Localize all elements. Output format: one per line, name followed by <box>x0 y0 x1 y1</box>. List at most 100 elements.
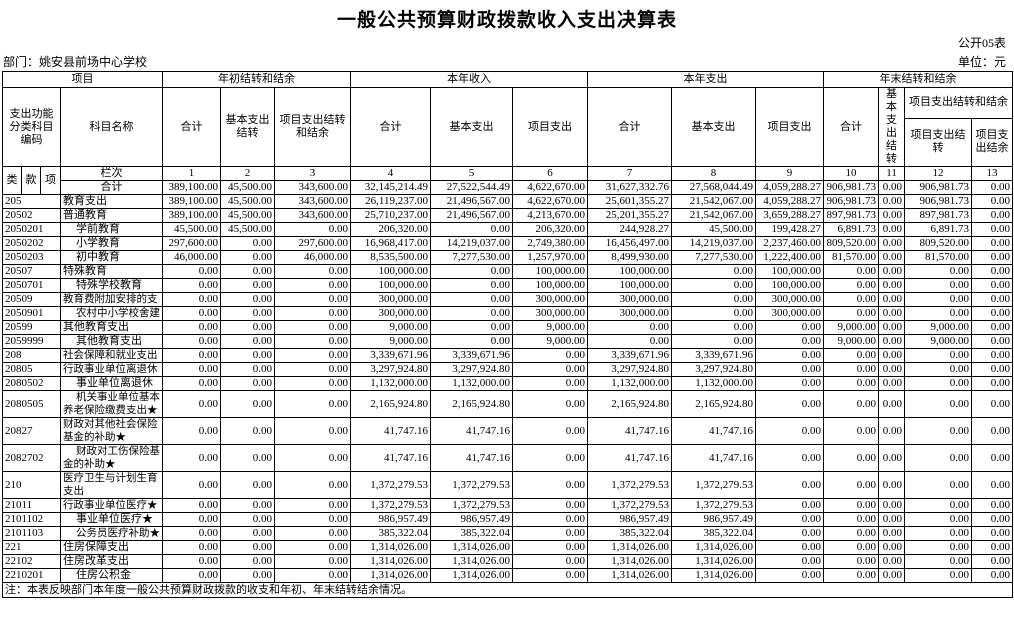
row-value-cell: 0.00 <box>671 320 757 335</box>
row-value-cell: 0.00 <box>878 236 906 251</box>
row-value-cell: 906,981.73 <box>823 180 880 195</box>
row-value-cell: 0.00 <box>971 526 1014 541</box>
row-value-cell: 0.00 <box>162 471 221 499</box>
row-value-cell: 0.00 <box>904 554 973 569</box>
row-value-cell: 1,314,026.00 <box>430 554 514 569</box>
row-value-cell: 0.00 <box>904 568 973 583</box>
row-value-cell: 0.00 <box>220 362 275 377</box>
row-value-cell: 4,622,670.00 <box>512 180 589 195</box>
row-value-cell: 385,322.04 <box>671 526 757 541</box>
row-value-cell: 809,520.00 <box>904 236 973 251</box>
row-value-cell: 0.00 <box>904 348 973 363</box>
row-value-cell: 41,747.16 <box>587 417 673 445</box>
row-value-cell: 0.00 <box>273 348 352 363</box>
row-name-cell: 住房保障支出 <box>60 540 163 555</box>
row-name-cell: 特殊学校教育 <box>60 278 163 293</box>
row-value-cell: 0.00 <box>162 320 221 335</box>
row-value-cell: 0.00 <box>878 194 906 209</box>
row-value-cell: 0.00 <box>971 498 1014 513</box>
table-row: 210 医疗卫生与计划生育支出 0.00 0.00 0.00 1,372,279.53 1,… <box>2 471 1014 499</box>
header-col-5: 基本支出 <box>430 87 514 167</box>
row-value-cell: 27,522,544.49 <box>430 180 514 195</box>
row-value-cell: 389,100.00 <box>162 194 221 209</box>
row-value-cell: 0.00 <box>755 334 825 349</box>
row-value-cell: 1,372,279.53 <box>350 471 432 499</box>
row-value-cell: 0.00 <box>755 362 825 377</box>
row-value-cell: 0.00 <box>878 250 906 265</box>
row-name-cell: 事业单位医疗★ <box>60 512 163 527</box>
row-value-cell: 81,570.00 <box>904 250 973 265</box>
table-row: 2082702 财政对工伤保险基金的补助★ 0.00 0.00 0.00 41,747.1… <box>2 444 1014 472</box>
row-value-cell: 0.00 <box>971 180 1014 195</box>
row-value-cell: 0.00 <box>220 292 275 307</box>
header-col-10: 合计 <box>823 87 880 167</box>
row-value-cell: 0.00 <box>273 264 352 279</box>
row-value-cell: 3,297,924.80 <box>587 362 673 377</box>
row-value-cell: 0.00 <box>823 362 880 377</box>
row-value-cell: 0.00 <box>671 278 757 293</box>
row-value-cell: 0.00 <box>162 334 221 349</box>
row-value-cell: 297,600.00 <box>273 236 352 251</box>
row-value-cell: 0.00 <box>823 512 880 527</box>
row-value-cell: 100,000.00 <box>512 264 589 279</box>
code-sub-class: 类 <box>2 166 22 195</box>
row-value-cell: 100,000.00 <box>350 264 432 279</box>
row-value-cell: 9,000.00 <box>350 320 432 335</box>
row-value-cell: 0.00 <box>823 540 880 555</box>
row-value-cell: 0.00 <box>273 292 352 307</box>
table-row: 2080502 事业单位离退休 0.00 0.00 0.00 1,132,000.00 1,… <box>2 376 1014 391</box>
row-value-cell: 0.00 <box>904 512 973 527</box>
row-value-cell: 0.00 <box>878 180 906 195</box>
row-value-cell: 0.00 <box>755 417 825 445</box>
row-value-cell: 9,000.00 <box>823 334 880 349</box>
row-value-cell: 0.00 <box>971 390 1014 418</box>
row-value-cell: 0.00 <box>971 512 1014 527</box>
row-value-cell: 0.00 <box>904 264 973 279</box>
row-code-cell: 20507 <box>2 264 61 279</box>
row-value-cell: 0.00 <box>273 498 352 513</box>
row-value-cell: 0.00 <box>878 320 906 335</box>
row-value-cell: 0.00 <box>878 348 906 363</box>
row-value-cell: 0.00 <box>878 306 906 321</box>
row-value-cell: 0.00 <box>220 568 275 583</box>
row-code-cell: 2080502 <box>2 376 61 391</box>
row-value-cell: 1,314,026.00 <box>350 540 432 555</box>
header-group-current-income: 本年收入 <box>350 71 589 88</box>
col-number: 13 <box>971 166 1014 181</box>
row-value-cell: 0.00 <box>220 264 275 279</box>
row-value-cell: 1,132,000.00 <box>671 376 757 391</box>
row-code-cell: 20805 <box>2 362 61 377</box>
row-value-cell: 1,314,026.00 <box>671 568 757 583</box>
row-value-cell: 0.00 <box>220 526 275 541</box>
header-project: 项目 <box>2 71 163 88</box>
row-value-cell: 2,165,924.80 <box>671 390 757 418</box>
row-value-cell: 0.00 <box>162 278 221 293</box>
row-value-cell: 0.00 <box>671 334 757 349</box>
row-value-cell: 31,627,332.76 <box>587 180 673 195</box>
row-value-cell: 986,957.49 <box>587 512 673 527</box>
row-value-cell: 0.00 <box>220 348 275 363</box>
row-value-cell: 0.00 <box>162 498 221 513</box>
row-value-cell: 0.00 <box>430 292 514 307</box>
row-value-cell: 0.00 <box>971 540 1014 555</box>
table-row: 22102 住房改革支出 0.00 0.00 0.00 1,314,026.00 1,314… <box>2 554 1014 569</box>
row-value-cell: 0.00 <box>162 264 221 279</box>
row-value-cell: 0.00 <box>971 320 1014 335</box>
row-value-cell: 4,213,670.00 <box>512 208 589 223</box>
row-value-cell: 0.00 <box>755 512 825 527</box>
row-name-cell: 公务员医疗补助★ <box>60 526 163 541</box>
row-value-cell: 300,000.00 <box>755 292 825 307</box>
row-value-cell: 0.00 <box>671 306 757 321</box>
row-name-cell: 教育费附加安排的支 <box>60 292 163 307</box>
row-value-cell: 8,499,930.00 <box>587 250 673 265</box>
row-value-cell: 0.00 <box>162 512 221 527</box>
row-value-cell: 0.00 <box>878 471 906 499</box>
row-value-cell: 297,600.00 <box>162 236 221 251</box>
row-value-cell: 0.00 <box>273 554 352 569</box>
row-value-cell: 46,000.00 <box>273 250 352 265</box>
row-code-cell: 221 <box>2 540 61 555</box>
row-value-cell: 0.00 <box>220 390 275 418</box>
table-row: 208 社会保障和就业支出 0.00 0.00 0.00 3,339,671.96 3,33… <box>2 348 1014 363</box>
row-value-cell: 41,747.16 <box>430 417 514 445</box>
row-value-cell: 0.00 <box>904 306 973 321</box>
